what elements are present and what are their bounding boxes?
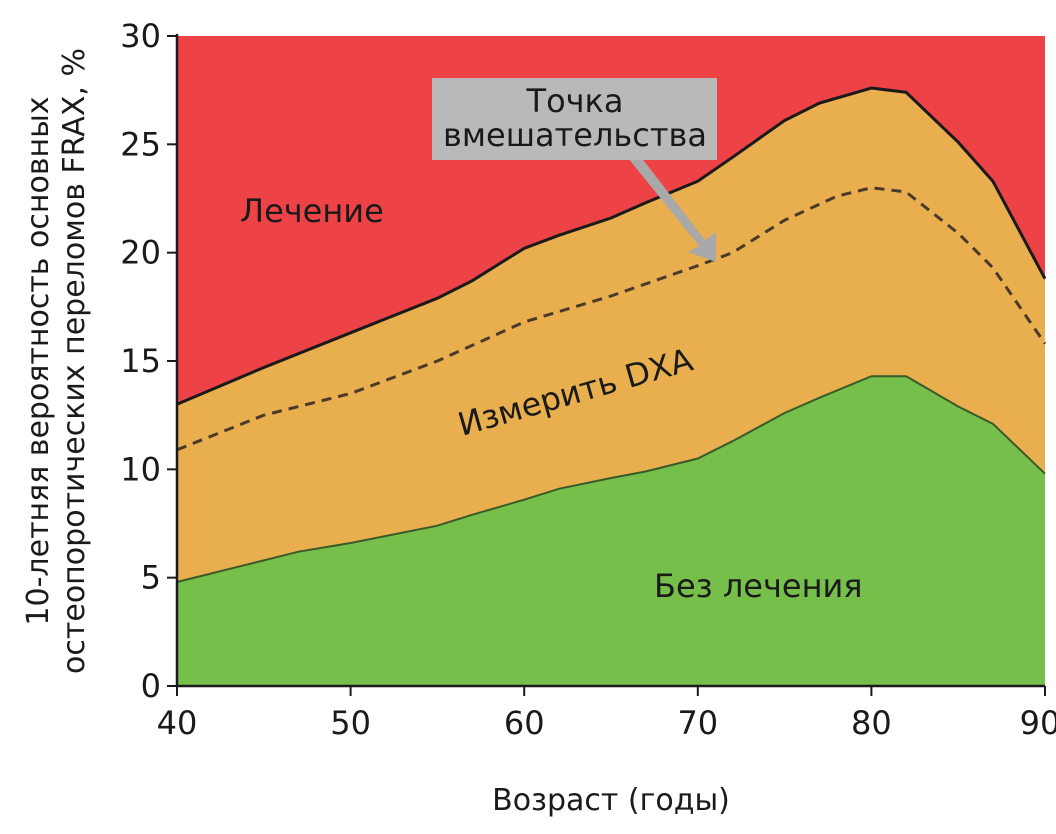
x-tick-label: 70 <box>677 704 718 742</box>
x-tick-label: 60 <box>504 704 545 742</box>
x-tick-label: 40 <box>157 704 198 742</box>
upper-threshold-line <box>176 86 1047 406</box>
x-tick-label: 50 <box>330 704 371 742</box>
callout-box <box>432 78 717 160</box>
y-tick-label: 5 <box>141 559 161 597</box>
x-tick-label: 90 <box>1020 704 1056 742</box>
x-axis-label: Возраст (годы) <box>492 783 730 818</box>
y-axis-label-line-2: остеопоротических переломов FRAX, % <box>57 48 92 674</box>
y-axis-label-line-1: 10-летняя вероятность основных <box>21 96 56 625</box>
y-tick-label: 15 <box>120 342 161 380</box>
y-tick-label: 20 <box>120 234 161 272</box>
intervention-callout: Точка вмешательства <box>432 78 717 262</box>
callout-arrow <box>612 148 716 262</box>
y-tick-label: 0 <box>141 667 161 705</box>
y-tick-label: 25 <box>120 125 161 163</box>
callout-line-2: вмешательства <box>443 116 707 154</box>
no-treatment-region <box>177 376 1045 686</box>
lower-threshold-line <box>176 375 1046 583</box>
region-label-no-treatment: Без лечения <box>654 567 863 605</box>
region-label-treatment: Лечение <box>240 192 384 230</box>
callout-line-1: Точка <box>526 82 624 120</box>
intervention-dashed-line <box>176 186 1047 452</box>
axes: 40 50 60 70 80 90 0 5 10 15 20 25 30 <box>120 17 1056 742</box>
y-tick-label: 10 <box>120 450 161 488</box>
x-tick-label: 80 <box>851 704 892 742</box>
y-tick-label: 30 <box>120 17 161 55</box>
